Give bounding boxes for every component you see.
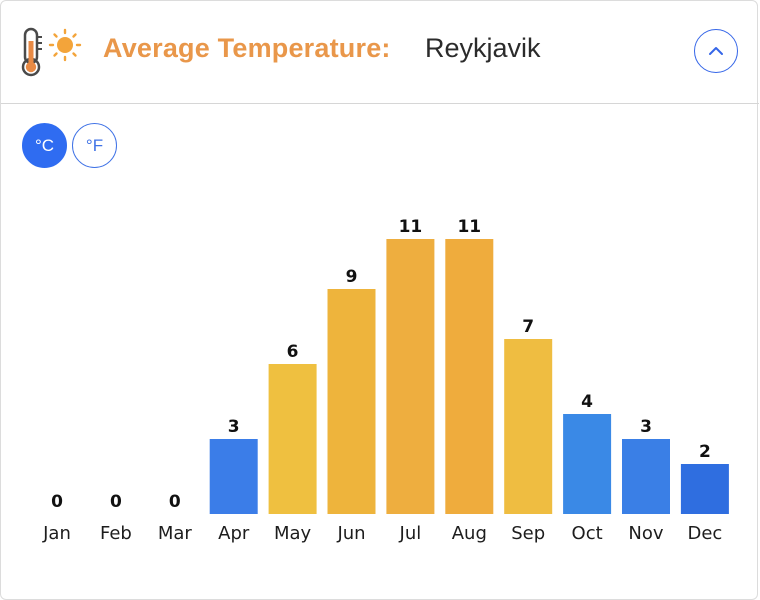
temperature-bar-chart: 0 Jan 0 Feb 0 Mar 3 Apr 6 May 9 Jun 11 Jul 11 Aug 7 Sep 4 O… [42, 217, 729, 544]
x-tick-label: Sep [511, 523, 545, 544]
x-tick-label: Oct [572, 523, 603, 544]
x-tick-label: Feb [100, 523, 132, 544]
x-tick-label: Nov [628, 523, 663, 544]
bar-value-label: 3 [640, 417, 652, 437]
celsius-toggle[interactable]: °C [22, 123, 67, 168]
bar-apr [209, 439, 258, 514]
x-tick-label: Apr [218, 523, 250, 544]
title-label: Average Temperature: [103, 33, 391, 63]
bar-may [268, 364, 317, 514]
bar-dec [680, 464, 729, 514]
x-tick-label: Dec [687, 523, 722, 544]
card-header: Average Temperature: Reykjavik [1, 1, 759, 104]
bar-sep [504, 339, 553, 514]
bar-value-label: 0 [110, 492, 122, 512]
bar-value-label: 11 [399, 217, 423, 237]
x-tick-label: May [274, 523, 312, 544]
chevron-up-icon [709, 47, 723, 55]
collapse-button[interactable] [694, 29, 738, 73]
bar-value-label: 0 [169, 492, 181, 512]
x-tick-label: Mar [158, 523, 193, 544]
bar-nov [622, 439, 670, 514]
bar-value-label: 7 [522, 317, 534, 337]
bar-value-label: 9 [346, 267, 358, 287]
bar-jun [327, 289, 376, 514]
bar-value-label: 11 [457, 217, 481, 237]
bar-value-label: 2 [699, 442, 711, 462]
fahrenheit-toggle[interactable]: °F [72, 123, 117, 168]
x-tick-label: Aug [452, 523, 487, 544]
thermometer-sun-icon [21, 27, 82, 77]
title-city: Reykjavik [425, 33, 541, 63]
x-tick-label: Jul [399, 523, 422, 544]
x-tick-label: Jun [336, 523, 365, 544]
x-tick-label: Jan [42, 523, 71, 544]
bar-oct [563, 414, 612, 514]
bar-value-label: 3 [228, 417, 240, 437]
bar-jul [386, 239, 435, 514]
bar-value-label: 6 [287, 342, 299, 362]
bar-value-label: 0 [51, 492, 63, 512]
bar-value-label: 4 [581, 392, 593, 412]
bar-aug [445, 239, 494, 514]
